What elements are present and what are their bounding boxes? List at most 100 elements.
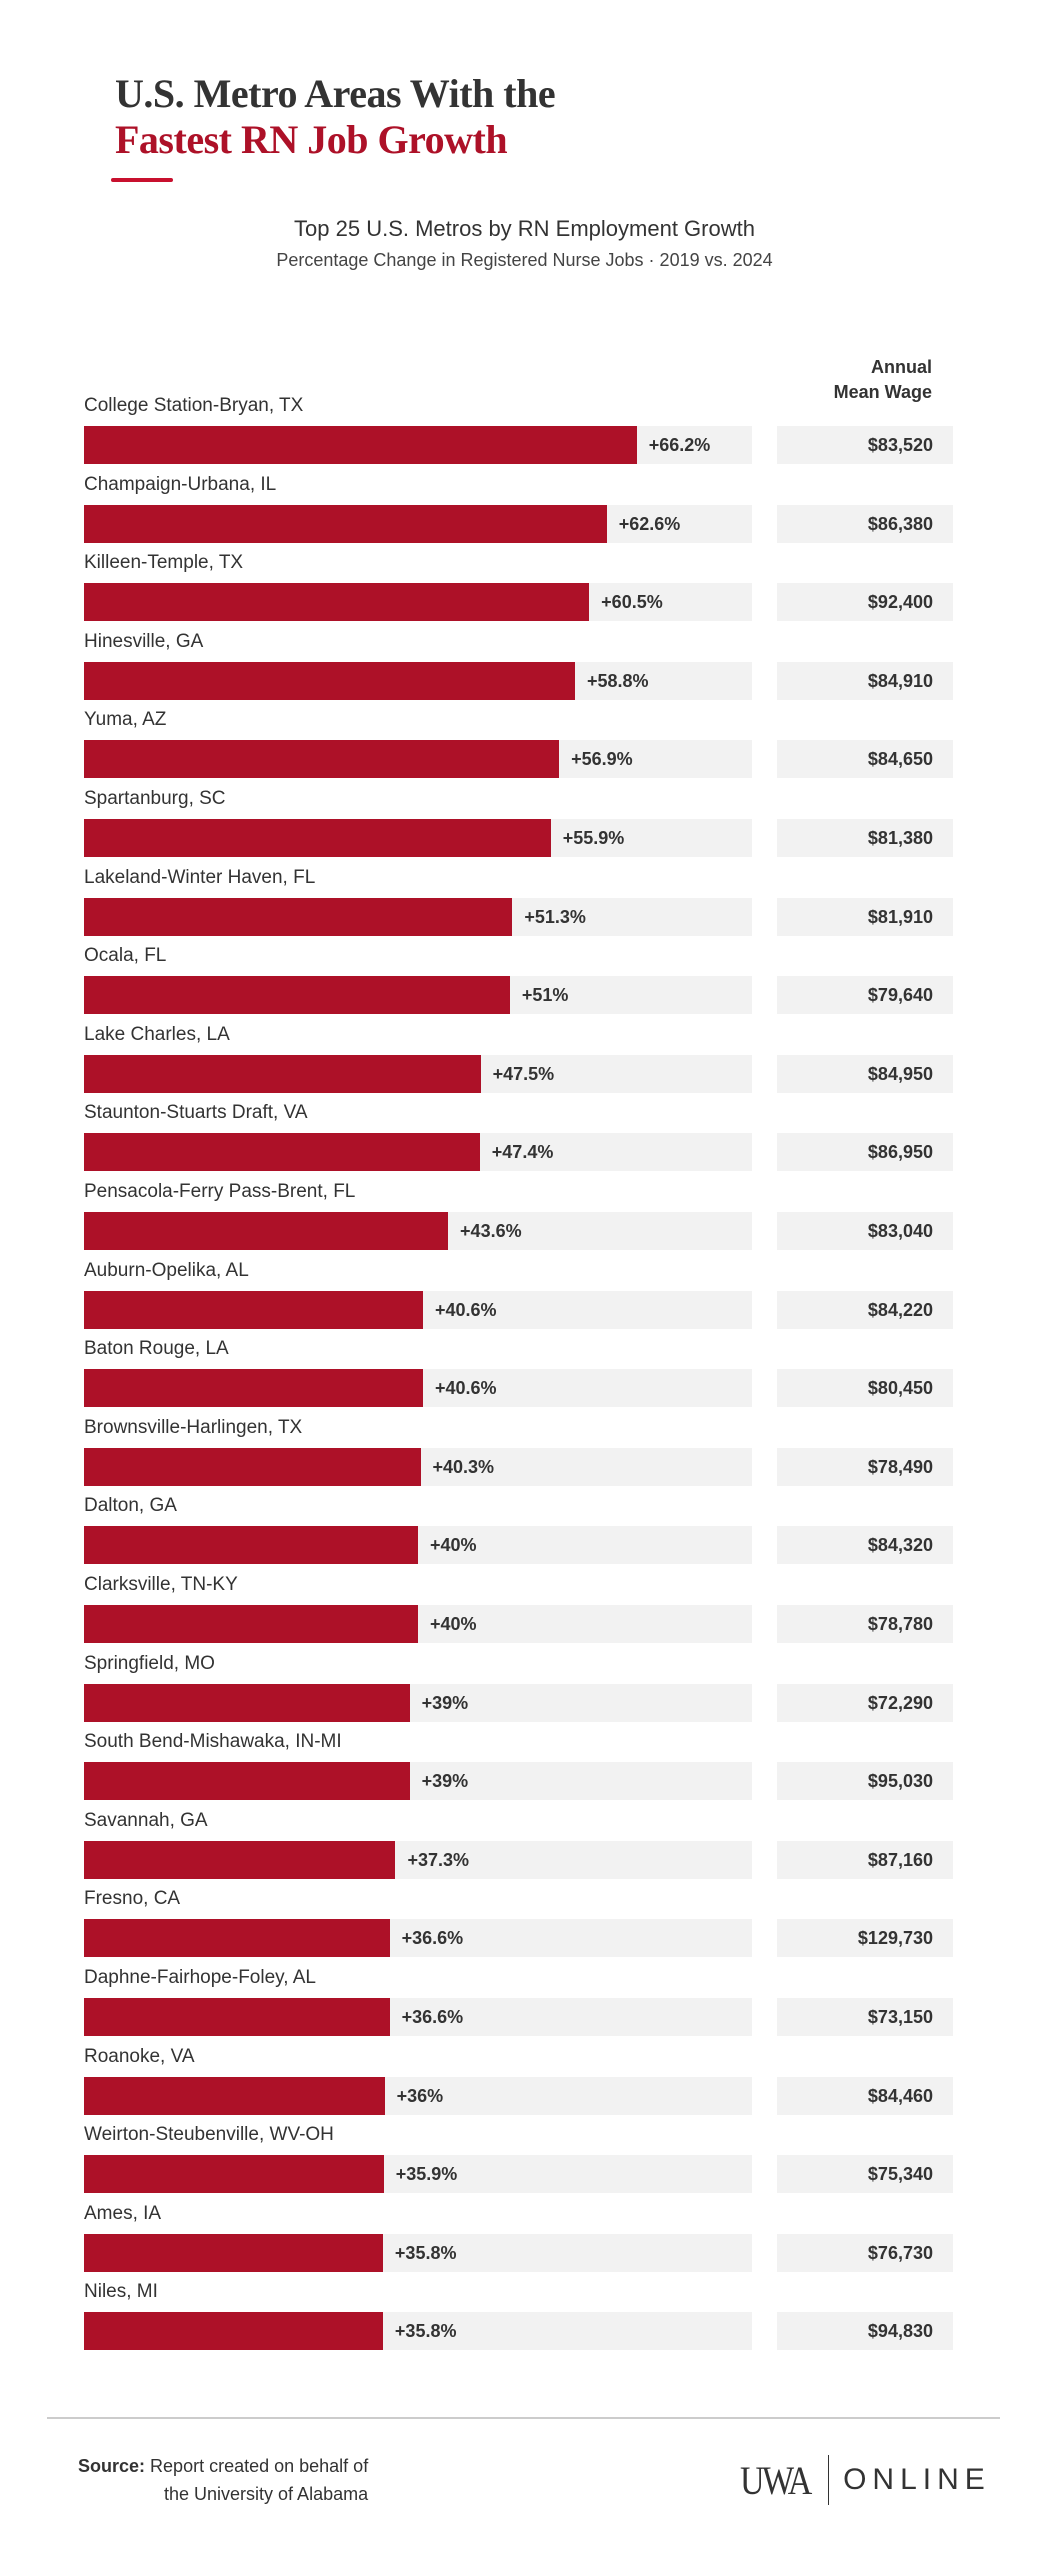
category-label: Spartanburg, SC (84, 788, 226, 809)
bar-track: +39% (84, 1683, 752, 1722)
bar-track: +37.3% (84, 1840, 752, 1879)
source-label: Source: (78, 2456, 146, 2476)
wage-cell: $73,150 (777, 1998, 953, 2036)
bar-track: +36.6% (84, 1998, 752, 2036)
category-label: Auburn-Opelika, AL (84, 1259, 249, 1281)
wage-cell: $129,730 (777, 1919, 953, 1958)
bar (84, 1054, 481, 1093)
bar-value-label: +35.9% (395, 2164, 458, 2185)
category-label: Roanoke, VA (84, 2045, 195, 2067)
bar-value-label: +60.5% (601, 592, 663, 613)
page-title-line2: Fastest RN Job Growth (115, 117, 508, 162)
category-label: Dalton, GA (84, 1495, 177, 1517)
wage-cell: $84,320 (777, 1526, 953, 1565)
wage-value: $79,640 (867, 985, 933, 1006)
wage-cell: $78,780 (777, 1605, 953, 1643)
bar-value-label: +62.6% (618, 513, 681, 534)
wage-cell: $84,950 (777, 1054, 953, 1093)
category-label: Pensacola-Ferry Pass-Brent, FL (84, 1181, 356, 1202)
wage-cell: $78,490 (777, 1447, 953, 1486)
source-note: Source: Report created on behalf of the … (78, 2452, 368, 2508)
bar-value-label: +47.4% (491, 1142, 554, 1163)
footer-divider (47, 2417, 1000, 2419)
wage-cell: $84,650 (777, 740, 953, 779)
bar-track: +40.3% (84, 1447, 752, 1486)
wage-value: $80,450 (867, 1378, 933, 1399)
wage-value: $84,650 (867, 749, 933, 770)
category-label: Yuma, AZ (84, 709, 167, 731)
wage-value: $81,380 (867, 828, 933, 848)
bar-value-label: +40.6% (435, 1378, 497, 1399)
source-line2: the University of Alabama (164, 2484, 369, 2504)
wage-value: $72,290 (867, 1692, 933, 1713)
wage-cell: $81,380 (777, 819, 953, 857)
wage-value: $83,040 (867, 1221, 933, 1241)
bar-value-label: +36.6% (401, 1928, 464, 1949)
bar (84, 1605, 418, 1643)
wage-cell: $83,520 (777, 426, 953, 464)
wage-value: $84,320 (867, 1535, 933, 1556)
bar (84, 1212, 449, 1250)
bar (84, 1133, 480, 1172)
bar-track: +43.6% (84, 1212, 752, 1250)
bar-track: +40.6% (84, 1369, 752, 1408)
logo-text: ONLINE (843, 2463, 991, 2496)
wage-cell: $87,160 (777, 1840, 953, 1879)
category-label: Savannah, GA (84, 1809, 208, 1831)
bar-track: +36% (84, 2076, 752, 2115)
wage-column-header: Annual Mean Wage (834, 355, 932, 405)
bar (84, 1762, 410, 1801)
category-label: College Station-Bryan, TX (84, 395, 304, 416)
bar (84, 1683, 410, 1722)
bar-track: +35.8% (84, 2312, 752, 2351)
wage-cell: $75,340 (777, 2155, 953, 2194)
bar-value-label: +51% (521, 985, 569, 1006)
bar (84, 661, 575, 700)
wage-cell: $83,040 (777, 1212, 953, 1250)
wage-cell: $84,220 (777, 1290, 953, 1329)
bar-track: +36.6% (84, 1919, 752, 1958)
bar-track: +39% (84, 1762, 752, 1801)
bar-track: +40.6% (84, 1290, 752, 1329)
wage-value: $84,950 (867, 1063, 933, 1084)
bar-track: +55.9% (84, 819, 752, 857)
bar (84, 426, 637, 464)
bar-value-label: +40.6% (435, 1299, 497, 1320)
bar (84, 2312, 383, 2351)
uwa-online-logo: UWA ONLINE (740, 2453, 991, 2507)
bar-value-label: +58.8% (586, 670, 649, 691)
wage-cell: $84,910 (777, 661, 953, 700)
category-label: Baton Rouge, LA (84, 1338, 229, 1360)
logo-separator (828, 2455, 830, 2505)
bar (84, 1998, 390, 2036)
wage-value: $78,490 (867, 1456, 933, 1477)
bar-value-label: +36% (396, 2085, 444, 2106)
bar-value-label: +66.2% (648, 435, 711, 455)
bar-value-label: +51.3% (524, 906, 586, 927)
wage-cell: $76,730 (777, 2233, 953, 2272)
bar-track: +51.3% (84, 897, 752, 936)
wage-header-line1: Annual (871, 357, 932, 377)
bar-track: +62.6% (84, 504, 752, 543)
bar-track: +66.2% (84, 426, 752, 464)
category-label: South Bend-Mishawaka, IN-MI (84, 1731, 342, 1753)
category-label: Weirton-Steubenville, WV-OH (84, 2124, 334, 2146)
wage-cell: $92,400 (777, 583, 953, 622)
bar-value-label: +39% (421, 1771, 469, 1792)
wage-value: $129,730 (857, 1928, 933, 1949)
wage-value: $76,730 (867, 2242, 933, 2263)
title-accent-rule (111, 178, 173, 182)
bar-track: +51% (84, 976, 752, 1015)
chart-subtitle: Percentage Change in Registered Nurse Jo… (276, 250, 773, 270)
bar (84, 583, 590, 622)
bar-value-label: +39% (421, 1692, 469, 1713)
category-label: Clarksville, TN-KY (84, 1574, 238, 1595)
bar (84, 976, 510, 1015)
bar-value-label: +40.3% (432, 1456, 495, 1477)
bar-value-label: +40% (430, 1535, 477, 1556)
category-label: Ames, IA (84, 2202, 162, 2224)
wage-value: $86,380 (867, 513, 933, 534)
wage-value: $86,950 (867, 1142, 933, 1163)
category-label: Killeen-Temple, TX (84, 552, 244, 574)
category-label: Fresno, CA (84, 1888, 181, 1910)
